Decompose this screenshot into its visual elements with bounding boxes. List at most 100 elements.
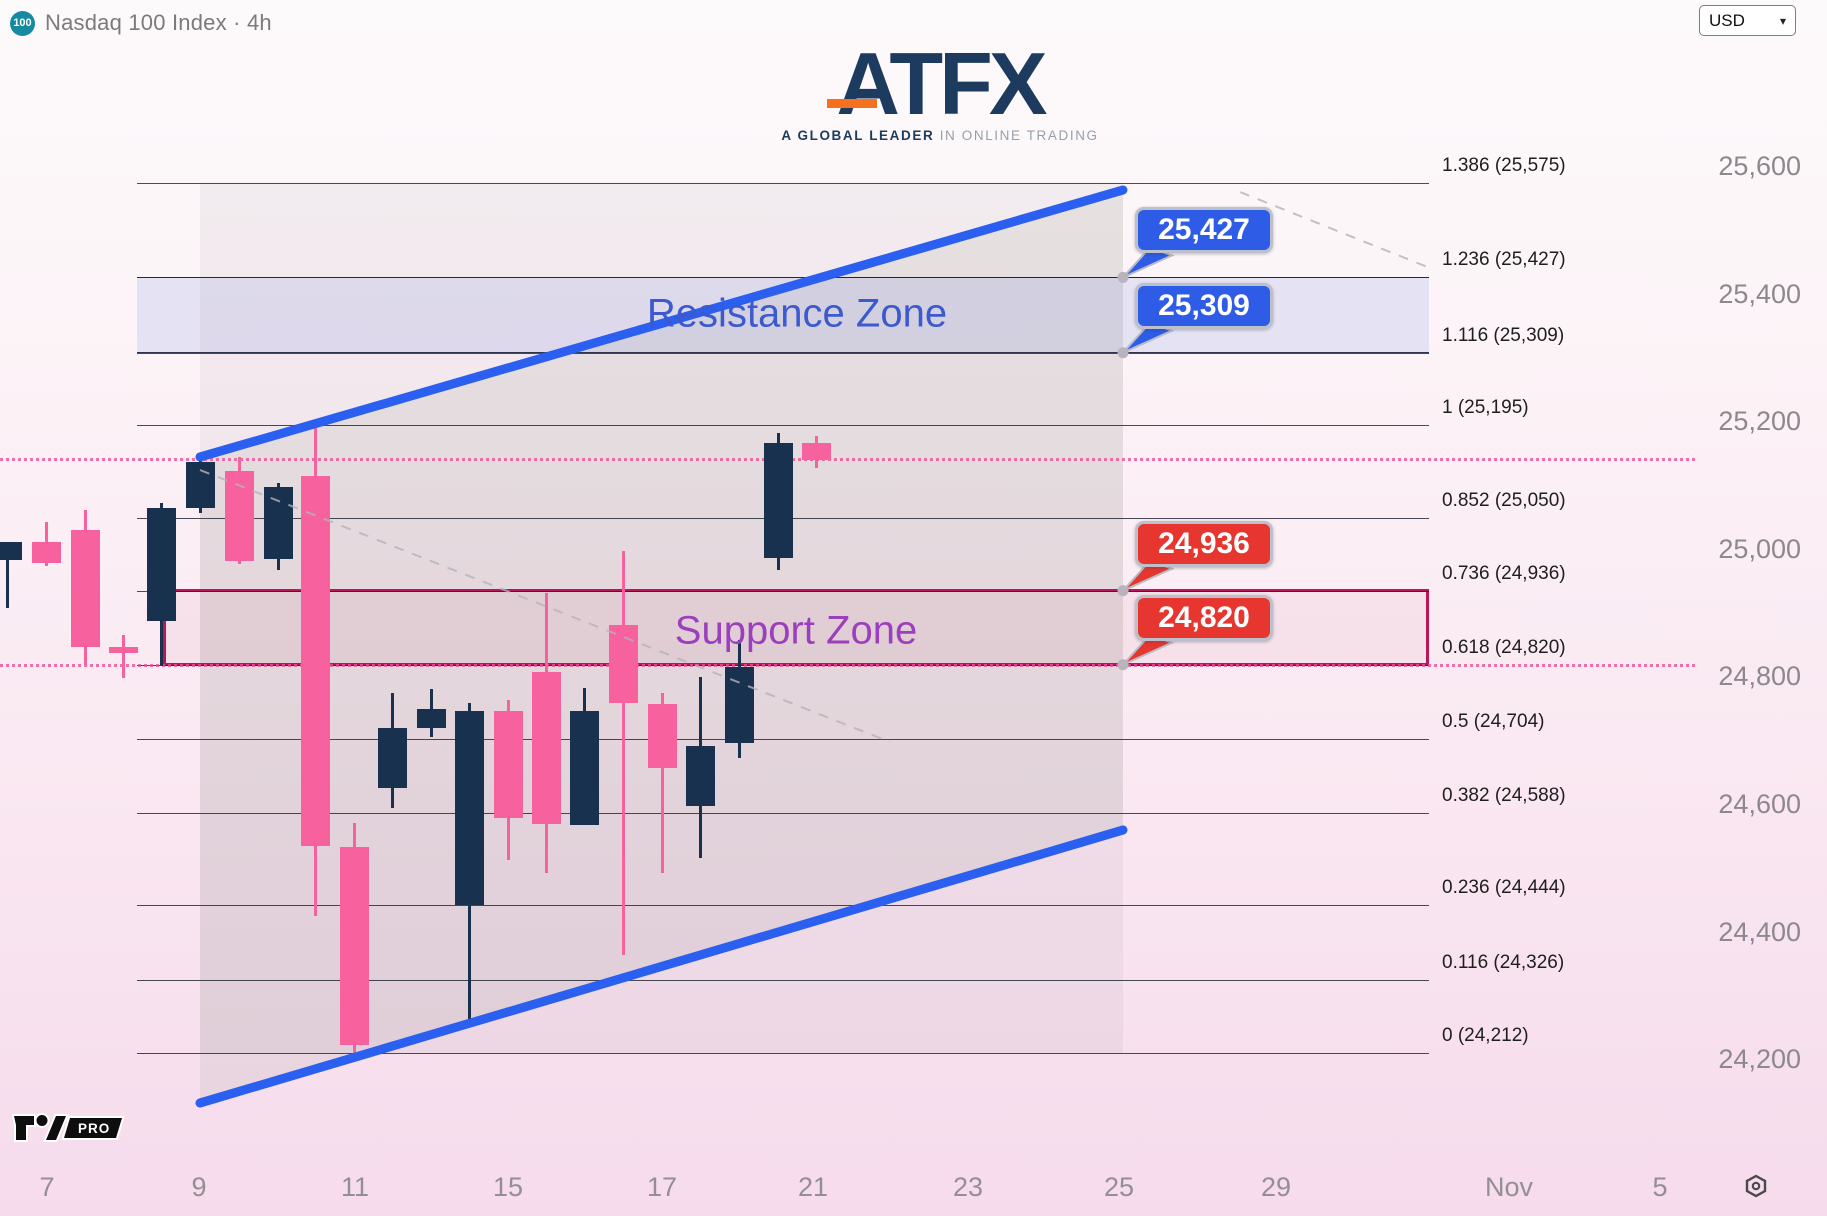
- fib-line-0.236[interactable]: [137, 904, 1429, 906]
- symbol-row[interactable]: 100 Nasdaq 100 Index · 4h: [10, 10, 272, 36]
- price-callout-25427[interactable]: 25,427: [1135, 207, 1273, 254]
- candlestick-7: [225, 456, 254, 564]
- candle-body: [0, 541, 22, 561]
- candlestick-11: [377, 692, 407, 809]
- fib-line-1.386[interactable]: [137, 183, 1429, 184]
- price-callout-25309[interactable]: 25,309: [1135, 282, 1273, 329]
- candlestick-12: [416, 688, 446, 737]
- time-axis-label-15: 15: [492, 1172, 524, 1202]
- candlestick-19: [686, 676, 716, 858]
- fib-label-0.382: 0.382 (24,588): [1442, 784, 1566, 806]
- candlestick-17: [609, 551, 638, 955]
- fib-label-0.618: 0.618 (24,820): [1442, 636, 1566, 658]
- atfx-orange-bar: [827, 99, 878, 108]
- fib-line-0.382[interactable]: [137, 812, 1429, 814]
- fib-label-0.116: 0.116 (24,326): [1442, 951, 1565, 973]
- candlestick-4: [108, 634, 138, 679]
- support-zone-label: Support Zone: [674, 608, 918, 653]
- atfx-logo: ATFX A GLOBAL LEADER IN ONLINE TRADING: [730, 40, 1150, 144]
- candle-body: [686, 745, 716, 806]
- candle-body: [570, 711, 599, 825]
- candle-body: [377, 727, 407, 789]
- time-axis-label-23: 23: [952, 1172, 984, 1202]
- candlestick-15: [532, 592, 561, 873]
- fib-label-0: 0 (24,212): [1442, 1024, 1529, 1046]
- candle-body: [340, 846, 370, 1045]
- candle-body: [147, 507, 176, 621]
- candlestick-8: [263, 482, 293, 570]
- candle-body: [108, 646, 138, 654]
- fib-label-0.736: 0.736 (24,936): [1442, 562, 1566, 584]
- fib-line-1.116[interactable]: [137, 352, 1429, 354]
- symbol-title: Nasdaq 100 Index · 4h: [45, 10, 272, 35]
- settings-gear-icon[interactable]: [1740, 1172, 1772, 1204]
- candlestick-1: [0, 541, 22, 608]
- resistance-zone-label: Resistance Zone: [646, 291, 948, 336]
- candlestick-14: [493, 699, 523, 860]
- candlestick-10: [340, 822, 370, 1056]
- candle-body: [186, 462, 215, 509]
- price-axis-label-25400: 25,400: [1718, 278, 1801, 309]
- time-axis-label-29: 29: [1260, 1172, 1292, 1202]
- currency-value: USD: [1709, 10, 1745, 30]
- price-callout-24936[interactable]: 24,936: [1135, 520, 1273, 567]
- price-axis-label-25600: 25,600: [1718, 151, 1801, 182]
- time-axis-label-25: 25: [1103, 1172, 1135, 1202]
- atfx-wordmark: ATFX: [827, 40, 1048, 128]
- candle-body: [493, 711, 523, 818]
- candle-body: [416, 709, 446, 728]
- nasdaq-100-icon: 100: [10, 10, 35, 36]
- candlestick-13: [454, 702, 484, 1023]
- time-axis-label-17: 17: [646, 1172, 678, 1202]
- candlestick-9: [301, 425, 330, 917]
- currency-select[interactable]: USD ▾: [1699, 5, 1796, 36]
- tv-pro-text: PRO: [78, 1121, 110, 1136]
- fib-label-0.5: 0.5 (24,704): [1442, 710, 1545, 732]
- time-axis-label-7: 7: [39, 1172, 55, 1202]
- time-axis-label-9: 9: [191, 1172, 207, 1202]
- candle-wick: [121, 634, 125, 679]
- candle-body: [763, 443, 793, 559]
- candle-body: [609, 625, 638, 703]
- candlestick-21: [763, 433, 793, 570]
- fib-line-0.5[interactable]: [137, 738, 1429, 740]
- fib-label-0.852: 0.852 (25,050): [1442, 489, 1566, 511]
- fib-line-0.736[interactable]: [137, 590, 1429, 592]
- candlestick-16: [570, 687, 599, 825]
- tradingview-pro-logo[interactable]: PRO: [12, 1106, 132, 1146]
- fib-label-0.236: 0.236 (24,444): [1442, 876, 1566, 898]
- price-axis-label-24800: 24,800: [1718, 661, 1801, 692]
- price-axis-label-24200: 24,200: [1718, 1044, 1801, 1075]
- price-axis-label-25200: 25,200: [1718, 406, 1801, 437]
- price-axis-label-24400: 24,400: [1718, 916, 1801, 947]
- candle-body: [648, 704, 677, 769]
- fib-line-1.236[interactable]: [137, 277, 1429, 279]
- price-axis-label-24600: 24,600: [1718, 789, 1801, 820]
- time-axis-label-21: 21: [797, 1172, 829, 1202]
- time-axis-label-11: 11: [340, 1172, 370, 1202]
- price-callout-24820[interactable]: 24,820: [1135, 594, 1273, 641]
- candlestick-3: [71, 509, 100, 665]
- fib-line-1[interactable]: [137, 425, 1429, 427]
- candle-wick: [622, 551, 625, 955]
- candlestick-5: [147, 502, 176, 666]
- fib-line-0[interactable]: [137, 1052, 1429, 1054]
- candle-body: [532, 672, 561, 824]
- fib-label-1: 1 (25,195): [1442, 397, 1529, 419]
- candlestick-2: [31, 521, 61, 566]
- candlestick-20: [725, 639, 755, 758]
- candle-body: [454, 711, 484, 905]
- fib-label-1.116: 1.116 (25,309): [1442, 324, 1565, 346]
- dotted-price-line-0: [0, 458, 1695, 462]
- fib-label-1.236: 1.236 (25,427): [1442, 249, 1566, 271]
- price-axis-label-25000: 25,000: [1718, 533, 1801, 564]
- candle-body: [263, 486, 293, 560]
- candle-body: [71, 530, 100, 647]
- fib-line-0.116[interactable]: [137, 979, 1429, 981]
- candle-wick: [661, 692, 664, 873]
- fib-label-1.386: 1.386 (25,575): [1442, 155, 1566, 176]
- candlestick-22: [801, 436, 831, 469]
- candle-body: [801, 442, 831, 460]
- time-axis-label-Nov: Nov: [1484, 1172, 1534, 1202]
